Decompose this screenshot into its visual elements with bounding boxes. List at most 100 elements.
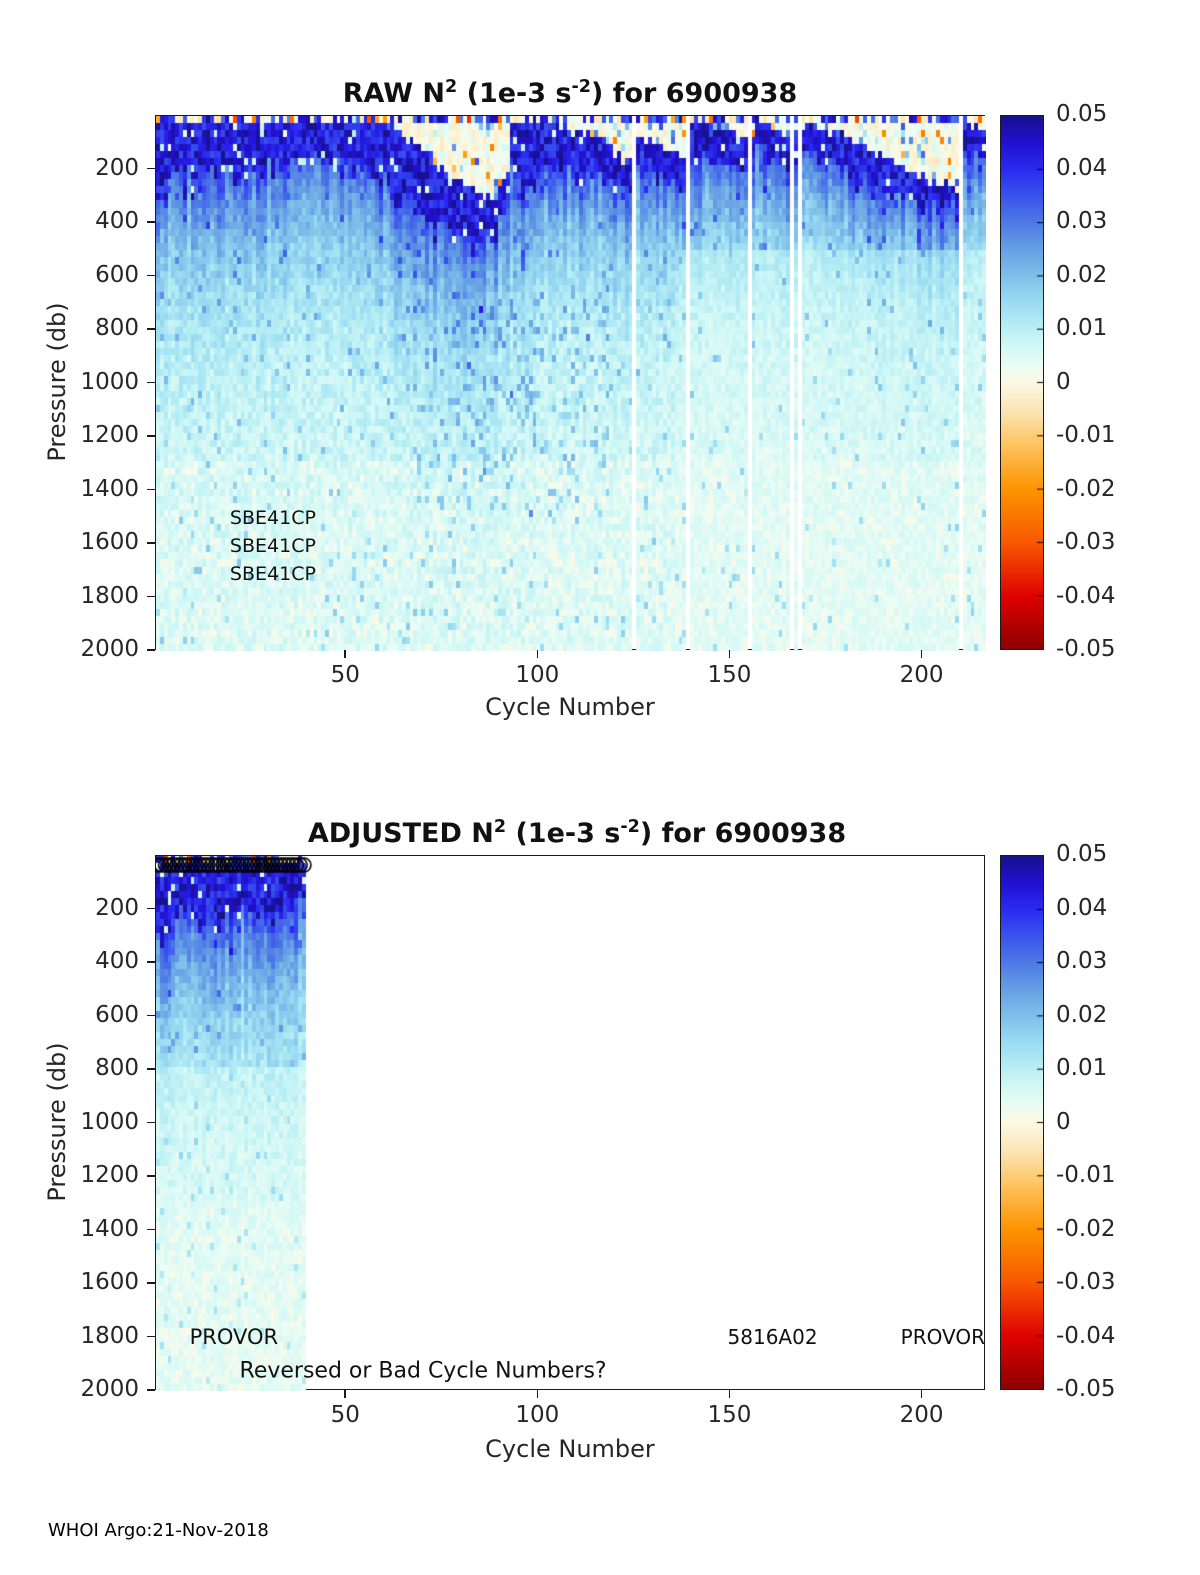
x-tick-mark [920, 1390, 923, 1398]
colorbar-tick-label: -0.04 [1056, 582, 1116, 609]
y-tick-label: 600 [95, 1001, 139, 1028]
colorbar-tick-label: 0.01 [1056, 1055, 1108, 1081]
y-tick-label: 1000 [80, 368, 139, 395]
y-tick-label: 1600 [80, 1269, 139, 1295]
y-tick-label: 400 [95, 208, 139, 234]
title-segment: ADJUSTED N [307, 818, 494, 849]
annotation-sbe41cp: SBE41CP [229, 506, 316, 529]
y-tick-mark [147, 1068, 155, 1070]
colorbar-tick-label: -0.03 [1056, 529, 1116, 555]
title-superscript: -2 [571, 77, 591, 98]
x-tick-mark [536, 1390, 539, 1398]
annotation-sbe41cp: SBE41CP [229, 534, 316, 557]
plot-area [155, 115, 986, 651]
y-tick-mark [147, 1389, 155, 1391]
y-tick-label: 1200 [80, 422, 139, 448]
colorbar-tick-label: 0 [1056, 1108, 1071, 1135]
x-tick-label: 100 [515, 662, 560, 688]
x-tick-label: 150 [707, 662, 752, 688]
colorbar-tick-label: 0.03 [1056, 208, 1108, 234]
title-segment: (1e-3 s [457, 78, 572, 109]
x-axis-label: Cycle Number [485, 1435, 655, 1463]
x-tick-mark [728, 1390, 731, 1398]
colorbar-tick-label: -0.03 [1056, 1269, 1116, 1295]
y-tick-label: 1000 [80, 1108, 139, 1135]
y-tick-mark [147, 1014, 155, 1017]
heatmap-canvas [156, 116, 986, 651]
y-tick-label: 1800 [80, 1322, 139, 1349]
heatmap-canvas [156, 856, 986, 1391]
y-tick-mark [147, 274, 155, 277]
colorbar-tick-label: 0.01 [1056, 315, 1108, 341]
annotation-reversed-or-bad-cycle-numbers: Reversed or Bad Cycle Numbers? [239, 1358, 607, 1384]
colorbar-tick-label: 0.04 [1056, 894, 1108, 921]
x-tick-label: 100 [515, 1402, 560, 1428]
y-tick-mark [147, 542, 155, 544]
colorbar-tick-label: -0.04 [1056, 1322, 1116, 1349]
title-segment: ) for 6900938 [639, 818, 847, 849]
y-tick-mark [147, 488, 155, 491]
x-tick-mark [344, 650, 346, 658]
x-tick-label: 50 [330, 1402, 360, 1428]
colorbar-gradient [1001, 856, 1043, 1389]
annotation-provor: PROVOR [189, 1324, 279, 1349]
y-tick-mark [147, 649, 155, 651]
colorbar-tick-label: 0.02 [1056, 261, 1108, 288]
x-tick-mark [536, 650, 539, 658]
colorbar-tick-label: 0 [1056, 368, 1071, 395]
title-superscript: 2 [493, 817, 507, 838]
footer-credit: WHOI Argo:21-Nov-2018 [48, 1520, 269, 1541]
title-superscript: 2 [445, 77, 458, 98]
y-tick-mark [147, 167, 155, 170]
colorbar [1000, 855, 1044, 1390]
x-tick-mark [920, 650, 923, 658]
annotation-5816a02: 5816A02 [727, 1324, 818, 1349]
x-tick-label: 50 [330, 662, 360, 688]
y-tick-mark [147, 328, 155, 330]
title-superscript: -2 [620, 817, 640, 838]
colorbar-tick-label: -0.02 [1056, 1215, 1116, 1242]
y-tick-mark [147, 1228, 155, 1231]
y-tick-mark [147, 907, 155, 910]
title-segment: (1e-3 s [506, 818, 621, 849]
colorbar-tick-label: 0.03 [1056, 948, 1108, 974]
x-axis-label: Cycle Number [485, 693, 655, 721]
colorbar-tick-label: 0.04 [1056, 154, 1108, 181]
annotation-sbe41cp: SBE41CP [229, 562, 316, 585]
y-tick-mark [147, 435, 155, 437]
colorbar-tick-label: -0.05 [1056, 636, 1116, 662]
x-tick-label: 150 [707, 1402, 752, 1428]
colorbar-tick-label: 0.02 [1056, 1001, 1108, 1028]
colorbar-tick-label: -0.01 [1056, 1162, 1116, 1188]
colorbar-tick-label: 0.05 [1056, 101, 1108, 127]
y-tick-label: 800 [95, 1055, 139, 1081]
colorbar-tick-label: -0.02 [1056, 475, 1116, 502]
annotation-provor: PROVOR [900, 1324, 985, 1349]
y-tick-mark [147, 1121, 155, 1124]
y-tick-label: 2000 [80, 636, 139, 662]
y-tick-label: 800 [95, 315, 139, 341]
colorbar-gradient [1001, 116, 1043, 649]
title-segment: ) for 6900938 [591, 78, 798, 109]
y-tick-label: 1600 [80, 529, 139, 555]
y-tick-label: 1800 [80, 582, 139, 609]
y-tick-mark [147, 595, 155, 598]
y-tick-mark [147, 1335, 155, 1338]
x-tick-label: 200 [899, 1402, 944, 1428]
y-tick-mark [147, 1282, 155, 1284]
colorbar [1000, 115, 1044, 650]
y-tick-label: 600 [95, 261, 139, 288]
plot-area [155, 855, 986, 1391]
y-tick-mark [147, 1175, 155, 1177]
colorbar-tick-label: -0.05 [1056, 1376, 1116, 1402]
y-tick-mark [147, 961, 155, 963]
colorbar-tick-label: -0.01 [1056, 422, 1116, 448]
y-tick-label: 200 [95, 894, 139, 921]
y-tick-label: 400 [95, 948, 139, 974]
colorbar-tick-label: 0.05 [1056, 841, 1108, 867]
title-segment: RAW N [342, 78, 445, 109]
panel-title: RAW N2 (1e-3 s-2) for 6900938 [150, 77, 990, 113]
panel-title: ADJUSTED N2 (1e-3 s-2) for 6900938 [157, 817, 997, 853]
y-tick-label: 1400 [80, 1215, 139, 1242]
